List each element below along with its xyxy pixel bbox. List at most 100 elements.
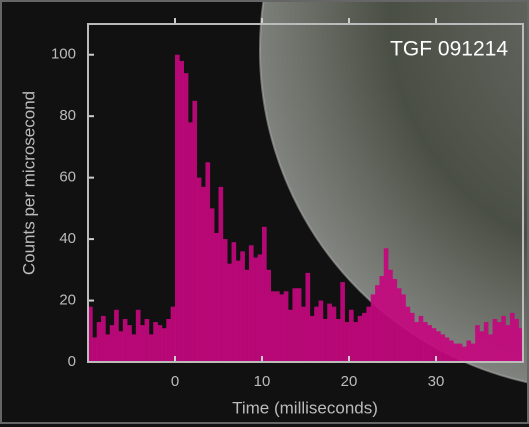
bar	[514, 318, 519, 362]
bar	[118, 331, 124, 362]
y-tick-label: 20	[59, 292, 76, 309]
bar	[135, 309, 141, 362]
bar	[105, 334, 111, 362]
bar	[166, 318, 171, 362]
bar	[148, 334, 154, 362]
bar	[357, 315, 363, 362]
bar	[436, 331, 441, 362]
bar	[109, 325, 115, 362]
bar	[196, 177, 202, 362]
bar	[440, 334, 445, 362]
bar	[153, 322, 158, 362]
bar	[396, 288, 402, 362]
bar	[296, 288, 302, 362]
bar	[122, 318, 128, 362]
bar	[183, 73, 189, 362]
bar	[96, 322, 102, 362]
bar	[175, 54, 180, 363]
bar	[253, 257, 258, 362]
bar	[131, 334, 137, 362]
bar	[188, 122, 193, 362]
bar	[322, 318, 328, 362]
bar	[244, 269, 250, 362]
bar	[283, 291, 289, 362]
bar	[388, 269, 393, 362]
bar	[331, 306, 337, 362]
bar	[309, 315, 315, 362]
bar	[375, 285, 380, 362]
y-tick-label: 60	[59, 169, 76, 186]
x-tick-label: 30	[428, 373, 445, 390]
bar	[114, 309, 119, 362]
y-tick-label: 100	[51, 46, 76, 63]
bar	[205, 162, 211, 362]
bar	[405, 306, 411, 362]
bar	[92, 337, 97, 362]
bar	[444, 337, 450, 362]
annotation: TGF 091214	[390, 38, 508, 61]
bar	[88, 306, 93, 362]
bar	[140, 325, 145, 362]
bar	[327, 303, 332, 362]
bar	[479, 331, 485, 362]
bar	[470, 343, 476, 362]
bar	[157, 325, 163, 362]
bar	[427, 325, 432, 362]
bar	[231, 242, 237, 362]
bar	[222, 239, 228, 362]
bar	[209, 208, 215, 362]
bar	[192, 100, 198, 363]
x-tick-label: 20	[341, 373, 358, 390]
x-axis-label: Time (milliseconds)	[232, 398, 378, 417]
bar	[227, 263, 232, 362]
bar	[392, 279, 398, 362]
bar	[275, 291, 280, 362]
bar	[370, 294, 376, 362]
bar	[279, 294, 285, 362]
bar	[501, 315, 506, 362]
bar	[422, 322, 428, 362]
bar	[314, 306, 319, 362]
bar	[262, 226, 267, 362]
bar	[214, 232, 219, 362]
bar	[518, 328, 524, 362]
bar	[170, 306, 176, 362]
plot-frame	[87, 23, 524, 363]
bar	[318, 300, 324, 362]
bar	[218, 186, 224, 362]
bar	[505, 325, 511, 362]
bar	[257, 254, 263, 362]
bar	[362, 312, 367, 362]
bar	[509, 312, 515, 362]
y-tick-label: 80	[59, 107, 76, 124]
bar	[418, 315, 424, 362]
bar	[383, 248, 389, 362]
bar	[344, 322, 350, 362]
bar	[449, 340, 454, 362]
bar	[292, 288, 298, 362]
bar	[179, 60, 184, 362]
bar	[349, 309, 354, 362]
bar	[414, 322, 419, 362]
earth-limb	[259, 0, 529, 384]
bar	[492, 318, 498, 362]
bar	[266, 269, 271, 362]
bar	[248, 245, 254, 362]
bar	[488, 334, 493, 362]
bar	[483, 322, 489, 362]
bar	[161, 328, 167, 362]
bar	[366, 306, 372, 362]
bar	[270, 291, 276, 362]
y-tick-label: 40	[59, 230, 76, 247]
bar	[305, 272, 311, 362]
bar	[475, 325, 480, 362]
y-tick-label: 0	[68, 353, 76, 370]
x-tick-label: 0	[171, 373, 179, 390]
bar	[401, 294, 406, 362]
bar	[101, 315, 106, 362]
bar	[301, 306, 306, 362]
bar	[201, 186, 206, 362]
bar	[409, 312, 415, 362]
